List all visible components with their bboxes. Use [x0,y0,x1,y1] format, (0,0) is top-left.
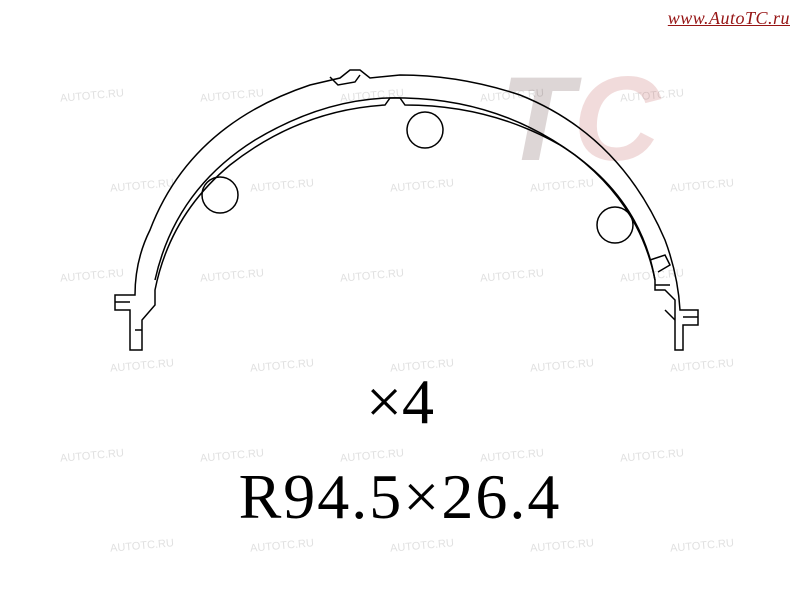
watermark-repeat-text: AUTOTC.RU [530,537,595,555]
dimension-width: 26.4 [441,461,561,532]
quantity-value: 4 [402,366,434,437]
dimension-label: R94.5×26.4 [239,460,562,534]
dimension-prefix: R [239,461,284,532]
dimension-separator: × [403,461,441,532]
dimension-radius: 94.5 [283,461,403,532]
watermark-repeat-text: AUTOTC.RU [670,537,735,555]
watermark-repeat-text: AUTOTC.RU [60,447,125,465]
watermark-repeat-text: AUTOTC.RU [250,537,315,555]
brake-shoe-diagram [60,30,740,380]
watermark-url: www.AutoTC.ru [668,8,790,29]
watermark-repeat-text: AUTOTC.RU [110,537,175,555]
quantity-symbol: × [366,366,402,437]
watermark-repeat-text: AUTOTC.RU [390,537,455,555]
quantity-label: ×4 [366,365,434,439]
watermark-repeat-text: AUTOTC.RU [620,447,685,465]
